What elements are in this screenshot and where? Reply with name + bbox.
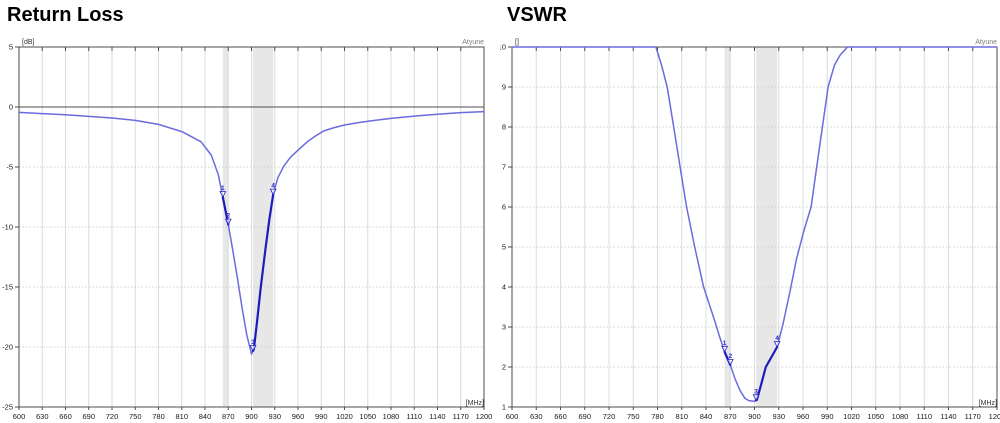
svg-text:Atyune: Atyune	[462, 39, 484, 46]
svg-text:630: 630	[36, 412, 49, 421]
svg-text:810: 810	[675, 412, 688, 421]
svg-text:1020: 1020	[336, 412, 353, 421]
svg-text:720: 720	[603, 412, 616, 421]
svg-text:9: 9	[502, 83, 506, 92]
vswr-plot: 600 630 660 690 720 750 780 810 840 870 900 930 960 9…	[500, 39, 1000, 421]
vswr-chart-panel: VSWR 600 630 660 690 720 750 780 810 840 870 900 93…	[500, 0, 1000, 423]
svg-text:1200: 1200	[989, 412, 1000, 421]
svg-text:[dB]: [dB]	[22, 39, 35, 46]
svg-text:990: 990	[315, 412, 328, 421]
svg-text:780: 780	[651, 412, 664, 421]
svg-text:840: 840	[700, 412, 713, 421]
svg-text:600: 600	[13, 412, 26, 421]
svg-text:930: 930	[772, 412, 785, 421]
svg-text:750: 750	[627, 412, 640, 421]
svg-text:1110: 1110	[406, 412, 422, 421]
return-loss-plot: 600 630 660 690 720 750 780 810 840 870 900 930 960 9…	[2, 39, 493, 421]
svg-text:5: 5	[502, 243, 506, 252]
svg-text:750: 750	[129, 412, 142, 421]
svg-text:720: 720	[106, 412, 119, 421]
svg-text:4: 4	[502, 283, 506, 292]
svg-text:10: 10	[500, 43, 506, 52]
svg-text:[MHz]: [MHz]	[466, 400, 484, 407]
svg-text:690: 690	[578, 412, 591, 421]
svg-text:960: 960	[797, 412, 810, 421]
svg-text:630: 630	[530, 412, 543, 421]
svg-text:1050: 1050	[867, 412, 884, 421]
svg-text:1110: 1110	[916, 412, 932, 421]
svg-text:930: 930	[268, 412, 281, 421]
svg-text:2: 2	[728, 353, 732, 360]
svg-text:5: 5	[9, 43, 13, 52]
svg-text:8: 8	[502, 123, 506, 132]
return-loss-title: Return Loss	[7, 4, 124, 26]
svg-text:870: 870	[222, 412, 235, 421]
svg-text:[]: []	[515, 39, 519, 46]
svg-text:4: 4	[271, 183, 275, 190]
svg-text:1: 1	[221, 185, 225, 192]
svg-text:900: 900	[748, 412, 761, 421]
svg-text:1200: 1200	[476, 412, 493, 421]
svg-text:870: 870	[724, 412, 737, 421]
vswr-title: VSWR	[507, 4, 567, 26]
svg-text:1050: 1050	[359, 412, 376, 421]
svg-text:-15: -15	[2, 283, 13, 292]
svg-text:3: 3	[502, 323, 506, 332]
svg-text:3: 3	[754, 388, 758, 395]
svg-text:-5: -5	[6, 163, 13, 172]
svg-text:1080: 1080	[383, 412, 400, 421]
return-loss-chart-panel: Return Loss 600 630 660 690 720 750 780 810 840 8…	[2, 4, 493, 421]
svg-text:2: 2	[502, 363, 506, 372]
svg-text:1080: 1080	[892, 412, 909, 421]
svg-text:7: 7	[502, 163, 506, 172]
svg-text:0: 0	[9, 103, 13, 112]
svg-text:[MHz]: [MHz]	[979, 400, 997, 407]
svg-text:810: 810	[175, 412, 188, 421]
svg-text:1: 1	[502, 403, 506, 412]
svg-text:2: 2	[226, 213, 230, 220]
svg-text:Atyune: Atyune	[975, 39, 997, 46]
svg-text:840: 840	[199, 412, 212, 421]
svg-text:990: 990	[821, 412, 834, 421]
svg-text:1: 1	[723, 340, 727, 347]
svg-text:600: 600	[506, 412, 519, 421]
svg-text:-20: -20	[2, 343, 13, 352]
svg-text:660: 660	[554, 412, 567, 421]
svg-text:900: 900	[245, 412, 258, 421]
svg-text:1140: 1140	[940, 412, 956, 421]
svg-text:-10: -10	[2, 223, 13, 232]
svg-text:690: 690	[82, 412, 95, 421]
svg-text:960: 960	[292, 412, 305, 421]
svg-text:6: 6	[502, 203, 506, 212]
svg-text:1140: 1140	[429, 412, 445, 421]
svg-text:1170: 1170	[965, 412, 981, 421]
svg-text:1170: 1170	[453, 412, 469, 421]
svg-text:660: 660	[59, 412, 72, 421]
svg-text:-25: -25	[2, 403, 13, 412]
svg-text:4: 4	[775, 335, 779, 342]
svg-text:780: 780	[152, 412, 165, 421]
svg-text:3: 3	[251, 339, 255, 346]
svg-text:1020: 1020	[843, 412, 860, 421]
